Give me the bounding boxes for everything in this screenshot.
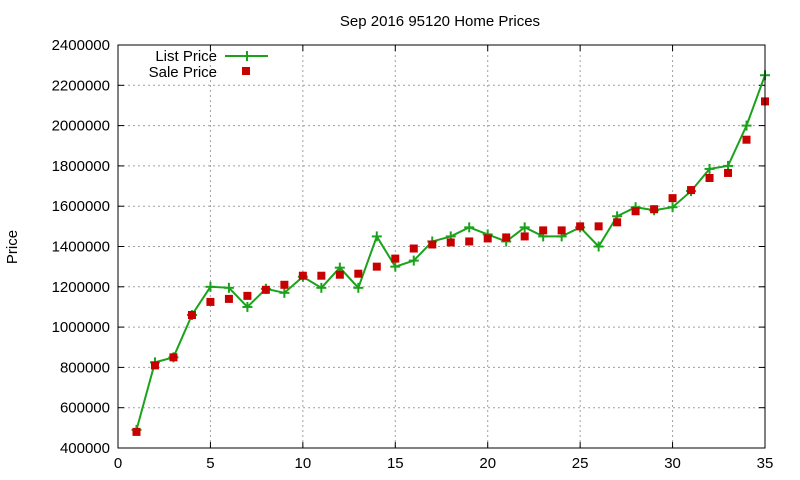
sale-price-point [354, 269, 363, 278]
sale-price-point [409, 244, 418, 253]
sale-price-point [724, 168, 733, 177]
axis-ticks [117, 44, 766, 449]
legend: List Price Sale Price [149, 48, 268, 81]
list-price-point [242, 301, 253, 312]
y-tick-label: 1400000 [52, 239, 110, 256]
list-price-point [519, 222, 530, 233]
x-tick-label: 25 [572, 455, 589, 472]
sale-price-point [742, 135, 751, 144]
y-tick-label: 1200000 [52, 279, 110, 296]
y-tick-label: 2200000 [52, 77, 110, 94]
sale-price-point [280, 280, 289, 289]
sale-price-point [446, 238, 455, 247]
sale-price-point [132, 427, 141, 436]
series [131, 70, 770, 436]
list-price-point [667, 202, 678, 213]
list-price-point [464, 222, 475, 233]
list-price-point [408, 255, 419, 266]
sale-price-point [502, 233, 511, 242]
legend-marker-sale-price [242, 67, 250, 75]
grid [118, 45, 765, 448]
y-tick-label: 2000000 [52, 118, 110, 135]
list-price-point [390, 261, 401, 272]
sale-price-point [594, 222, 603, 231]
y-tick-labels: 400000 600000 800000 1000000 1200000 1400000 1… [52, 37, 110, 457]
sale-price-point [391, 254, 400, 263]
x-tick-label: 0 [114, 455, 122, 472]
list-price-point [741, 120, 752, 131]
list-price-point [223, 282, 234, 293]
x-tick-label: 5 [206, 455, 214, 472]
x-tick-label: 35 [757, 455, 774, 472]
y-tick-label: 2400000 [52, 37, 110, 54]
sale-price-point [631, 207, 640, 216]
y-tick-label: 1000000 [52, 319, 110, 336]
sale-price-point [169, 353, 178, 362]
list-price-point [371, 231, 382, 242]
sale-price-point [298, 271, 307, 280]
y-tick-label: 600000 [60, 400, 110, 417]
sale-price-point [187, 311, 196, 320]
list-price-point [593, 241, 604, 252]
sale-price-point [539, 226, 548, 235]
sale-price-point [243, 291, 252, 300]
sale-price-point [687, 186, 696, 195]
sale-price-point [520, 232, 529, 241]
sale-price-point [613, 218, 622, 227]
y-tick-label: 800000 [60, 359, 110, 376]
plot-frame [117, 44, 766, 449]
x-tick-labels: 0 5 10 15 20 25 30 35 [114, 455, 774, 472]
list-price-line [135, 74, 766, 431]
sale-price-point [261, 285, 270, 294]
legend-label-sale-price: Sale Price [149, 64, 217, 81]
sale-price-point [372, 262, 381, 271]
list-price-point [279, 287, 290, 298]
x-tick-label: 20 [479, 455, 496, 472]
sale-price-point [668, 194, 677, 203]
y-tick-label: 400000 [60, 440, 110, 457]
y-tick-label: 1600000 [52, 198, 110, 215]
legend-marker-list-price [242, 51, 252, 61]
list-price-point [316, 282, 327, 293]
y-tick-label: 1800000 [52, 158, 110, 175]
list-price-point [704, 163, 715, 174]
sale-price-point [576, 222, 585, 231]
sale-price-point [206, 297, 215, 306]
sale-price-point [335, 270, 344, 279]
y-axis-label: Price [4, 230, 21, 264]
sale-price-point [557, 226, 566, 235]
list-price-point [205, 281, 216, 292]
sale-price-point [483, 234, 492, 243]
sale-price-point [465, 237, 474, 246]
x-tick-label: 15 [387, 455, 404, 472]
chart-title: Sep 2016 95120 Home Prices [340, 13, 540, 30]
x-tick-label: 30 [664, 455, 681, 472]
sale-price-point [650, 205, 659, 214]
x-tick-label: 10 [295, 455, 312, 472]
sale-price-point [224, 294, 233, 303]
sale-price-point [150, 361, 159, 370]
sale-price-point [428, 240, 437, 249]
legend-label-list-price: List Price [155, 48, 217, 65]
sale-price-point [317, 271, 326, 280]
list-price-point [353, 282, 364, 293]
sale-price-point [705, 173, 714, 182]
